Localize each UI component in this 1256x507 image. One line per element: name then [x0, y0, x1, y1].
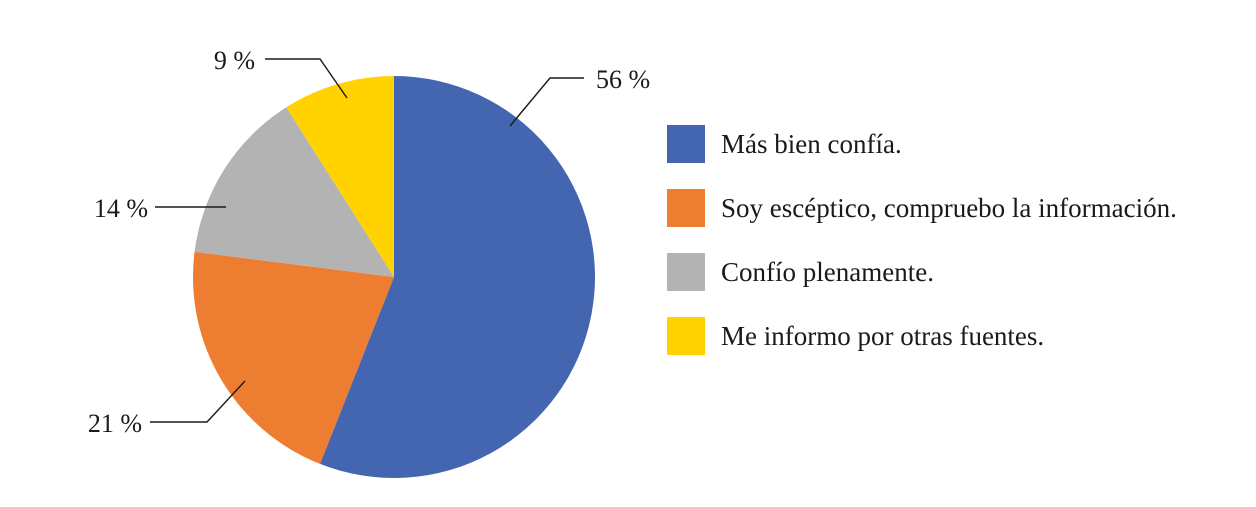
legend-swatch-mas-bien-confia: [667, 125, 705, 163]
legend-label-otras-fuentes: Me informo por otras fuentes.: [721, 320, 1045, 351]
chart-legend: Más bien confía. Soy escéptico, comprueb…: [667, 125, 1177, 381]
legend-swatch-soy-esceptico: [667, 189, 705, 227]
legend-item-mas-bien-confia: Más bien confía.: [667, 125, 1177, 163]
legend-item-confio-plenamente: Confío plenamente.: [667, 253, 1177, 291]
legend-label-soy-esceptico: Soy escéptico, compruebo la información.: [721, 192, 1177, 223]
legend-label-confio-plenamente: Confío plenamente.: [721, 256, 934, 287]
pie-slice-me-informo-por-otras-fuentes: [286, 76, 394, 277]
pie-slice-soy-esceptico-compruebo-la-informacion: [192, 251, 394, 464]
pie-chart: 56 % 21 % 14 % 9 %: [88, 46, 650, 478]
legend-swatch-otras-fuentes: [667, 317, 705, 355]
legend-item-soy-esceptico: Soy escéptico, compruebo la información.: [667, 189, 1177, 227]
data-label-me-informo-por-otras-fuentes: 9 %: [214, 46, 255, 75]
legend-item-otras-fuentes: Me informo por otras fuentes.: [667, 317, 1177, 355]
data-label-confio-plenamente: 14 %: [94, 194, 148, 223]
data-label-soy-esceptico-compruebo-la-informacion: 21 %: [88, 409, 142, 438]
pie-slice-confio-plenamente: [194, 107, 394, 277]
leader-line-soy-esceptico-compruebo-la-informacion: [150, 380, 246, 423]
legend-swatch-confio-plenamente: [667, 253, 705, 291]
leader-line-mas-bien-confia: [509, 77, 584, 127]
data-label-mas-bien-confia: 56 %: [596, 65, 650, 94]
legend-label-mas-bien-confia: Más bien confía.: [721, 128, 902, 159]
leader-line-me-informo-por-otras-fuentes: [265, 58, 348, 99]
pie-slice-mas-bien-confia: [320, 76, 595, 478]
